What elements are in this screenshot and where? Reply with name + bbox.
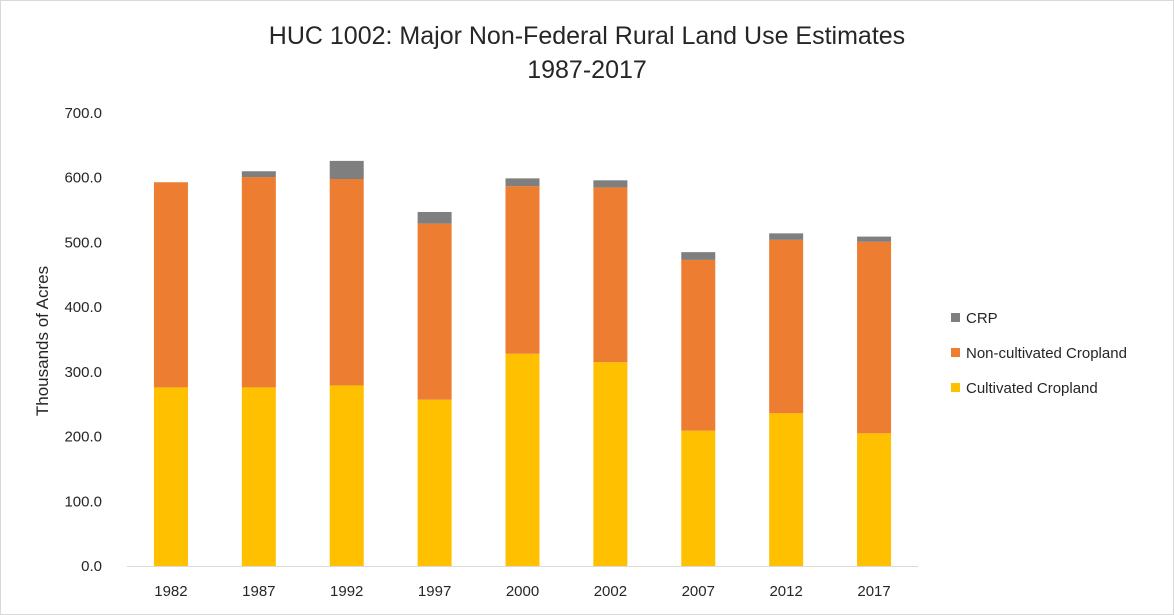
legend-label: Non-cultivated Cropland — [966, 345, 1127, 362]
bar-segment — [417, 223, 452, 400]
bar-segment — [857, 236, 892, 242]
x-tick-label: 1992 — [330, 583, 363, 600]
y-tick-label: 500.0 — [64, 234, 102, 251]
legend-swatch — [951, 348, 960, 357]
x-tick-label: 2000 — [506, 583, 539, 600]
y-tick-label: 300.0 — [64, 364, 102, 381]
y-tick-label: 400.0 — [64, 299, 102, 316]
bar-segment — [505, 178, 540, 187]
x-tick-label: 2007 — [682, 583, 715, 600]
bar-segment — [241, 177, 276, 388]
bar-segment — [681, 430, 716, 566]
y-tick-label: 700.0 — [64, 105, 102, 122]
bar-segment — [417, 212, 452, 224]
bar-segment — [769, 413, 804, 566]
x-tick-label: 2017 — [857, 583, 890, 600]
y-axis-ticks: 0.0 100.0 200.0 300.0 400.0 500.0 600.0 700.0 — [64, 105, 102, 575]
y-tick-label: 0.0 — [81, 558, 102, 575]
x-tick-label: 1997 — [418, 583, 451, 600]
bar-segment — [505, 353, 540, 566]
y-tick-label: 100.0 — [64, 493, 102, 510]
bar-segment — [593, 180, 628, 188]
bar-segment — [857, 241, 892, 434]
bar-segment — [241, 387, 276, 566]
bar-segment — [153, 387, 188, 566]
y-tick-label: 200.0 — [64, 429, 102, 446]
bar-segment — [681, 259, 716, 431]
bar-segment — [681, 252, 716, 260]
bar-segment — [505, 186, 540, 354]
chart-title-line2: 1987-2017 — [527, 56, 647, 84]
bar-segment — [593, 362, 628, 566]
chart-title: HUC 1002: Major Non-Federal Rural Land U… — [1, 19, 1173, 87]
bar-stack-group — [153, 160, 892, 566]
bar-segment — [241, 171, 276, 178]
legend-label: Cultivated Cropland — [966, 380, 1098, 397]
x-tick-label: 2012 — [769, 583, 802, 600]
bar-segment — [857, 433, 892, 566]
y-tick-label: 600.0 — [64, 170, 102, 187]
x-tick-label: 2002 — [594, 583, 627, 600]
legend-swatch — [951, 383, 960, 392]
bar-segment — [769, 233, 804, 240]
legend-swatch — [951, 313, 960, 322]
legend-label: CRP — [966, 310, 998, 327]
bar-segment — [593, 187, 628, 363]
bar-segment — [329, 385, 364, 566]
chart-title-line1: HUC 1002: Major Non-Federal Rural Land U… — [268, 22, 906, 50]
bar-segment — [417, 399, 452, 566]
bar-segment — [329, 179, 364, 386]
x-axis-ticks: 1982 1987 1992 1997 2000 2002 2007 2012 2017 — [154, 583, 890, 600]
bar-segment — [153, 182, 188, 388]
bar-segment — [769, 239, 804, 414]
bar-segment — [329, 160, 364, 180]
x-tick-label: 1987 — [242, 583, 275, 600]
legend: CRP Non-cultivated Cropland Cultivated Cro… — [951, 310, 1127, 397]
x-tick-label: 1982 — [154, 583, 187, 600]
